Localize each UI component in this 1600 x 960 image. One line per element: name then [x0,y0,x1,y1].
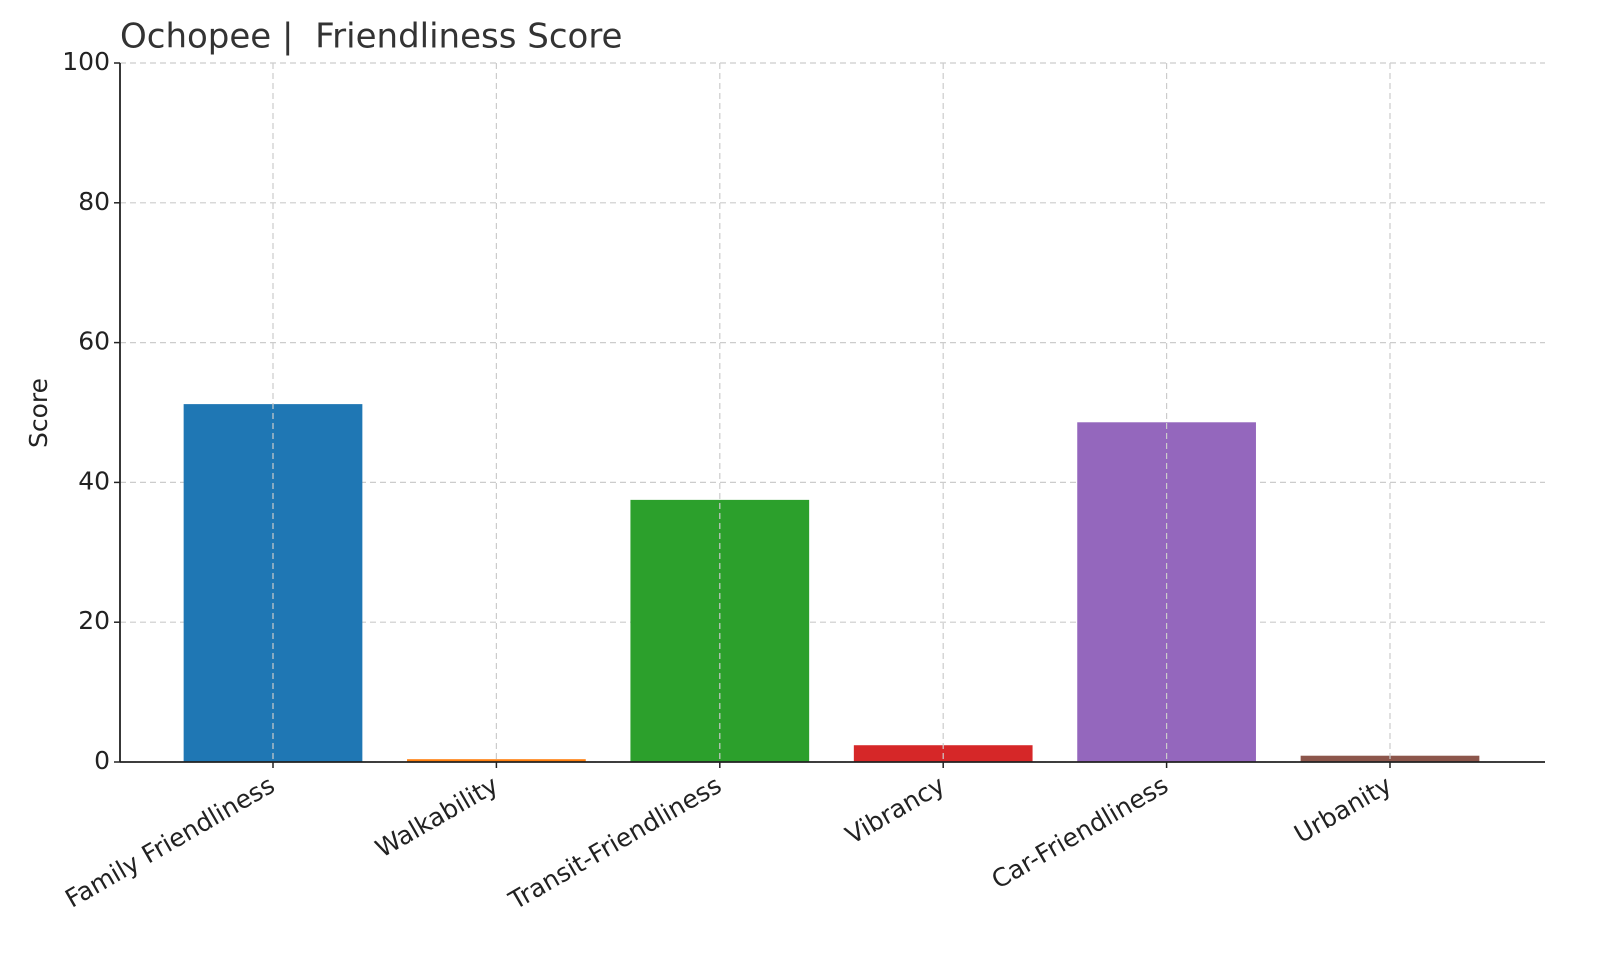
bar [407,759,586,762]
x-tick-label: Family Friendliness [60,770,279,913]
x-tick-label: Vibrancy [840,770,949,850]
y-tick-label: 40 [78,466,110,495]
y-axis-label: Score [24,378,53,448]
y-tick-label: 80 [78,187,110,216]
x-tick-label: Transit-Friendliness [503,770,726,916]
y-tick-label: 20 [78,606,110,635]
y-tick-label: 60 [78,327,110,356]
y-tick-label: 100 [62,47,110,76]
y-tick-label: 0 [94,746,110,775]
chart-title: Ochopee | Friendliness Score [120,17,622,57]
x-tick-label: Walkability [371,770,503,863]
bar [630,499,810,762]
x-tick-label: Urbanity [1289,770,1396,849]
x-tick-label: Car-Friendliness [987,770,1173,894]
